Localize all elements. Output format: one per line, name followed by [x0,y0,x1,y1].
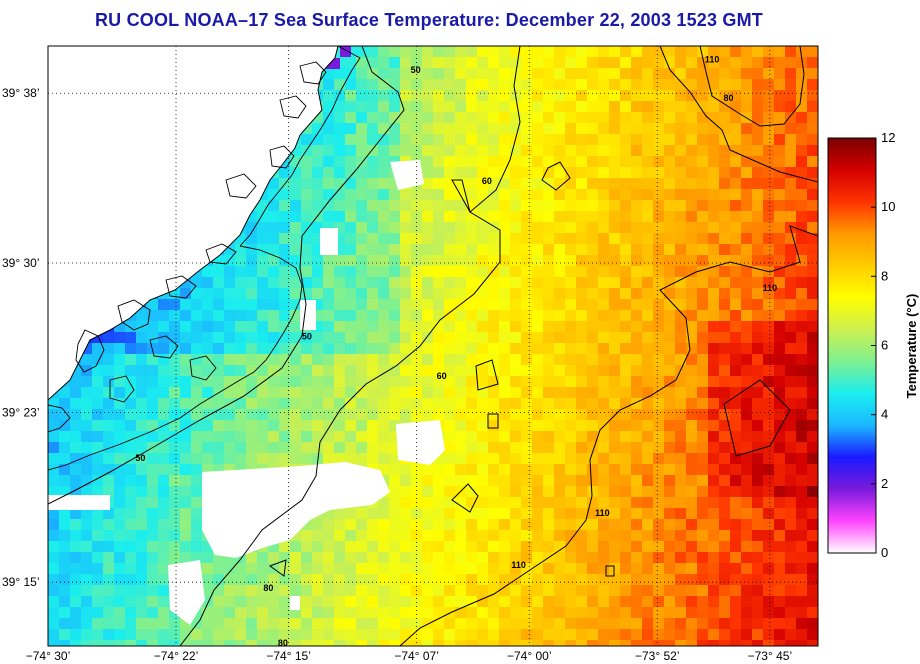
lat-tick-label: 39° 38’ [2,86,40,100]
colorbar-tick-label: 0 [881,545,888,560]
colorbar-tick-label: 12 [881,130,895,145]
lon-tick-label: −74° 22’ [154,649,199,663]
contour-closed-d [451,483,479,513]
map-frame [47,45,819,647]
lon-tick-label: −73° 45’ [748,649,793,663]
contour-labels: 50 110 80 60 110 50 60 50 110 110 80 80 110 [135,55,778,664]
lat-tick-label: 39° 23’ [2,405,40,419]
contour-label: 50 [135,453,145,463]
sst-pixel-field [48,46,818,646]
cloud-patch [168,560,205,625]
cloud-patch [300,300,316,330]
contour-50 [48,46,405,505]
contour-closed-c [487,413,499,429]
colorbar-tick-label: 10 [881,199,895,214]
lat-tick-label: 39° 30’ [2,256,40,270]
contour-label: 110 [595,508,610,518]
longitude-axis: −74° 30’ −74° 22’ −74° 15’ −74° 07’ −74° 00’… [26,649,792,663]
cloud-mask [48,160,445,625]
contour-closed-g [605,565,615,577]
lon-tick-label: −74° 00’ [507,649,552,663]
contour-label: 50 [302,332,312,342]
map-title: RU COOL NOAA–17 Sea Surface Temperature:… [94,10,763,30]
contour-label: 110 [443,655,458,664]
contour-60 [179,46,521,646]
cloud-patch [290,596,300,610]
lon-tick-label: −73° 52’ [635,649,680,663]
contour-label: 80 [723,93,733,103]
lon-tick-label: −74° 07’ [394,649,439,663]
cloud-patch [390,160,424,190]
contour-80 [659,46,818,183]
coastline-detail [48,46,361,471]
colorbar-label: Temperature (°C) [904,294,919,399]
colorbar-tick-label: 4 [881,407,888,422]
contour-label: 110 [705,55,720,65]
cloud-patch [320,228,338,255]
contour-110-a [699,46,805,127]
contour-label: 80 [263,583,273,593]
contour-label: 60 [482,176,492,186]
nj-land [48,46,339,401]
colorbar-ticks: 0 2 4 6 8 10 12 [871,130,895,560]
contour-label: 110 [763,283,778,293]
contour-closed-a [541,161,571,191]
colorbar-tick-label: 2 [881,476,888,491]
colorbar: 0 2 4 6 8 10 12 Temperature (°C) [827,130,919,560]
contour-label: 80 [278,638,288,648]
colorbar-tick-label: 6 [881,338,888,353]
lat-tick-label: 39° 15’ [2,575,40,589]
contour-closed-b [475,359,499,391]
cloud-patch [396,420,445,465]
contour-label: 110 [511,560,526,570]
lon-tick-label: −74° 30’ [26,649,71,663]
latitude-axis: 39° 38’ 39° 30’ 39° 23’ 39° 15’ [2,86,40,589]
colorbar-tick-label: 8 [881,268,888,283]
lon-tick-label: −74° 15’ [266,649,311,663]
lat-lon-grid [48,46,818,646]
map-panel: 50 110 80 60 110 50 60 50 110 110 80 80 110 [48,46,818,664]
cloud-patch [202,462,390,558]
contour-closed-f [268,559,287,577]
contour-label: 50 [411,65,421,75]
contour-label: 60 [437,371,447,381]
contour-closed-e [723,379,791,457]
colorbar-gradient [827,137,877,554]
